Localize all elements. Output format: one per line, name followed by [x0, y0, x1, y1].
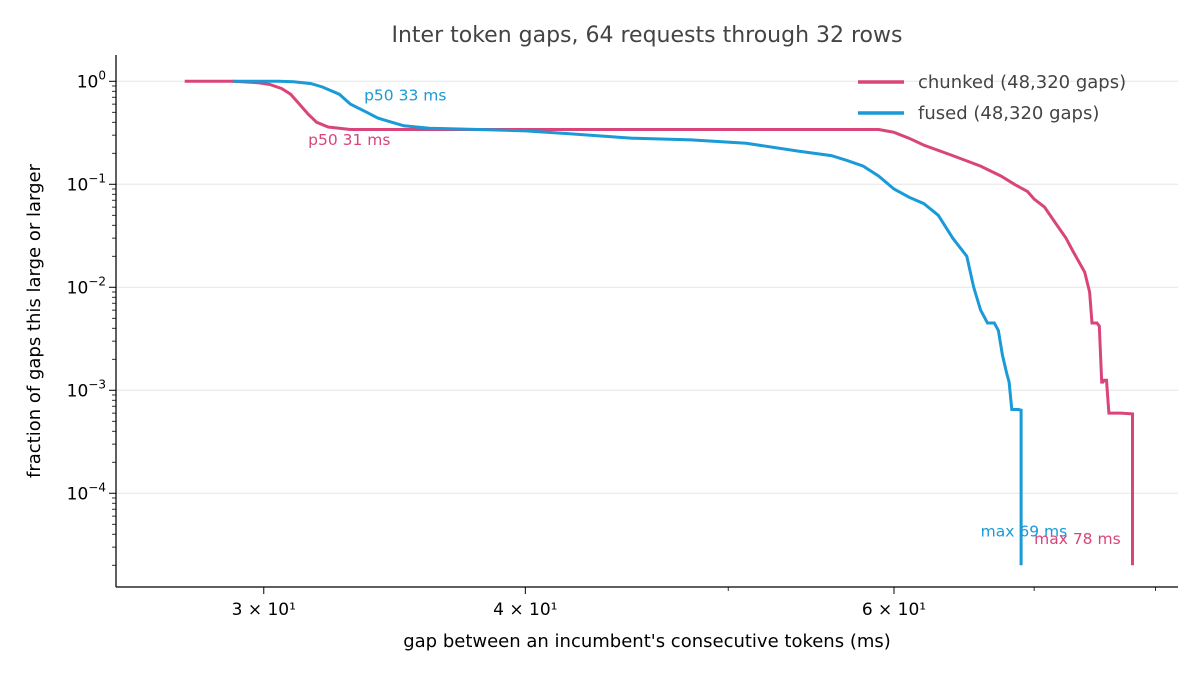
chart-title: Inter token gaps, 64 requests through 32… [392, 23, 903, 48]
annotation-label: p50 33 ms [364, 87, 446, 105]
x-tick-label: 3 × 10¹ [232, 600, 296, 620]
legend-label-chunked: chunked (48,320 gaps) [918, 72, 1126, 93]
legend-label-fused: fused (48,320 gaps) [918, 103, 1099, 124]
y-tick-label: 10−4 [67, 480, 106, 504]
annotation-label: max 69 ms [981, 523, 1068, 541]
series-line-fused [232, 79, 1023, 566]
grid [116, 80, 1178, 494]
axes: 100 10−1 10−2 10−3 10−4 3 × 10¹ 4 × 10¹ 6 × 10¹ [67, 55, 1178, 620]
x-axis-label: gap between an incumbent's consecutive t… [403, 631, 891, 652]
plot-series [184, 79, 1134, 566]
y-tick-label: 10−1 [67, 171, 106, 195]
x-tick-label: 4 × 10¹ [493, 600, 557, 620]
y-axis-label: fraction of gaps this large or larger [24, 163, 45, 478]
annotation-label: max 78 ms [1034, 530, 1121, 548]
x-tick-label: 6 × 10¹ [862, 600, 926, 620]
y-tick-label: 100 [77, 68, 106, 92]
annotation-label: p50 31 ms [308, 131, 390, 149]
y-tick-label: 10−2 [67, 274, 106, 298]
y-tick-label: 10−3 [67, 377, 106, 401]
series-line-chunked [184, 79, 1134, 566]
legend: chunked (48,320 gaps) fused (48,320 gaps… [858, 72, 1126, 124]
